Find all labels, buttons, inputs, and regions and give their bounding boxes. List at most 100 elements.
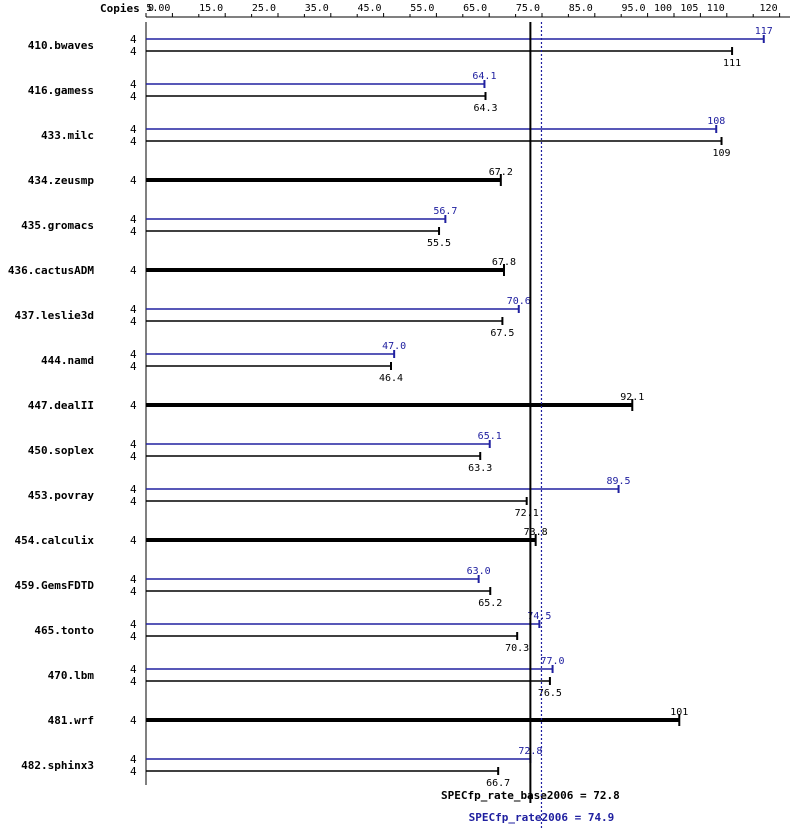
- x-tick-label: 110: [707, 3, 725, 14]
- benchmark-row: 481.wrf 4 101: [48, 707, 689, 727]
- x-tick-label: 25.0: [252, 3, 276, 14]
- base-value-label: 109: [712, 148, 730, 159]
- x-tick-label: 35.0: [305, 3, 329, 14]
- x-tick-label: 95.0: [622, 3, 646, 14]
- copies-header: Copies: [100, 2, 140, 15]
- base-value-label: 66.7: [486, 778, 510, 789]
- benchmark-name: 454.calculix: [15, 534, 95, 547]
- combined-copies: 4: [130, 174, 137, 187]
- x-tick-label: 45.0: [358, 3, 382, 14]
- benchmark-name: 437.leslie3d: [15, 309, 94, 322]
- peak-value-label: 77.0: [541, 656, 565, 667]
- combined-value-label: 73.8: [524, 527, 548, 538]
- peak-copies: 4: [130, 483, 137, 496]
- benchmark-row: 434.zeusmp 4 67.2: [28, 167, 513, 187]
- base-copies: 4: [130, 585, 137, 598]
- base-value-label: 65.2: [478, 598, 502, 609]
- combined-value-label: 92.1: [620, 392, 644, 403]
- peak-copies: 4: [130, 618, 137, 631]
- base-copies: 4: [130, 135, 137, 148]
- base-value-label: 72.1: [515, 508, 539, 519]
- x-tick-label: 85.0: [569, 3, 593, 14]
- peak-value-label: 108: [707, 116, 725, 127]
- peak-copies: 4: [130, 573, 137, 586]
- x-tick-label: 75.0: [516, 3, 540, 14]
- x-tick-label: 15.0: [199, 3, 223, 14]
- benchmark-name: 481.wrf: [48, 714, 94, 727]
- benchmark-name: 459.GemsFDTD: [15, 579, 95, 592]
- peak-copies: 4: [130, 78, 137, 91]
- x-tick-label: 100: [654, 3, 672, 14]
- peak-value-label: 65.1: [478, 431, 502, 442]
- x-tick-label: 65.0: [463, 3, 487, 14]
- peak-value-label: 56.7: [433, 206, 457, 217]
- base-value-label: 55.5: [427, 238, 451, 249]
- benchmark-row: 447.dealII 4 92.1: [28, 392, 645, 412]
- peak-reference-label: SPECfp_rate2006 = 74.9: [469, 811, 615, 824]
- base-value-label: 63.3: [468, 463, 492, 474]
- peak-copies: 4: [130, 33, 137, 46]
- base-value-label: 67.5: [490, 328, 514, 339]
- peak-value-label: 74.5: [527, 611, 551, 622]
- benchmark-name: 447.dealII: [28, 399, 94, 412]
- peak-value-label: 70.6: [507, 296, 531, 307]
- base-copies: 4: [130, 450, 137, 463]
- base-value-label: 46.4: [379, 373, 403, 384]
- combined-copies: 4: [130, 534, 137, 547]
- benchmark-name: 433.milc: [41, 129, 94, 142]
- peak-copies: 4: [130, 303, 137, 316]
- benchmark-row: 470.lbm 4 77.0 4 76.5: [48, 656, 565, 699]
- reference-lines: SPECfp_rate_base2006 = 72.8 SPECfp_rate20…: [441, 22, 620, 828]
- benchmark-row: 444.namd 4 47.0 4 46.4: [41, 341, 406, 384]
- benchmark-row: 433.milc 4 108 4 109: [41, 116, 731, 159]
- peak-copies: 4: [130, 123, 137, 136]
- benchmark-name: 482.sphinx3: [21, 759, 94, 772]
- base-copies: 4: [130, 315, 137, 328]
- benchmark-name: 436.cactusADM: [8, 264, 94, 277]
- benchmark-name: 416.gamess: [28, 84, 94, 97]
- peak-copies: 4: [130, 348, 137, 361]
- combined-copies: 4: [130, 399, 137, 412]
- benchmark-name: 465.tonto: [34, 624, 94, 637]
- benchmark-row: 435.gromacs 4 56.7 4 55.5: [21, 206, 457, 249]
- base-value-label: 76.5: [538, 688, 562, 699]
- combined-value-label: 67.8: [492, 257, 516, 268]
- peak-value-label: 47.0: [382, 341, 406, 352]
- base-value-label: 111: [723, 58, 741, 69]
- combined-copies: 4: [130, 264, 137, 277]
- benchmark-name: 444.namd: [41, 354, 94, 367]
- x-tick-label: 120: [760, 3, 778, 14]
- base-value-label: 64.3: [473, 103, 497, 114]
- combined-value-label: 67.2: [489, 167, 513, 178]
- benchmark-name: 434.zeusmp: [28, 174, 95, 187]
- base-copies: 4: [130, 90, 137, 103]
- base-value-label: 70.3: [505, 643, 529, 654]
- benchmark-row: 454.calculix 4 73.8: [15, 527, 548, 547]
- base-copies: 4: [130, 630, 137, 643]
- base-reference-label: SPECfp_rate_base2006 = 72.8: [441, 789, 620, 802]
- benchmark-name: 450.soplex: [28, 444, 95, 457]
- benchmark-name: 435.gromacs: [21, 219, 94, 232]
- x-tick-label: 105: [680, 3, 698, 14]
- benchmark-row: 465.tonto 4 74.5 4 70.3: [34, 611, 551, 654]
- benchmark-row: 459.GemsFDTD 4 63.0 4 65.2: [15, 566, 503, 609]
- peak-value-label: 64.1: [472, 71, 496, 82]
- benchmark-row: 436.cactusADM 4 67.8: [8, 257, 516, 277]
- benchmark-name: 470.lbm: [48, 669, 95, 682]
- benchmark-row: 416.gamess 4 64.1 4 64.3: [28, 71, 498, 114]
- base-copies: 4: [130, 765, 137, 778]
- peak-copies: 4: [130, 753, 137, 766]
- combined-value-label: 101: [670, 707, 688, 718]
- x-tick-label: 55.0: [410, 3, 434, 14]
- benchmark-row: 453.povray 4 89.5 4 72.1: [28, 476, 631, 519]
- benchmark-row: 410.bwaves 4 117 4 111: [28, 26, 773, 69]
- benchmark-row: 450.soplex 4 65.1 4 63.3: [28, 431, 502, 474]
- base-copies: 4: [130, 45, 137, 58]
- peak-copies: 4: [130, 213, 137, 226]
- base-copies: 4: [130, 225, 137, 238]
- benchmark-name: 410.bwaves: [28, 39, 94, 52]
- base-copies: 4: [130, 360, 137, 373]
